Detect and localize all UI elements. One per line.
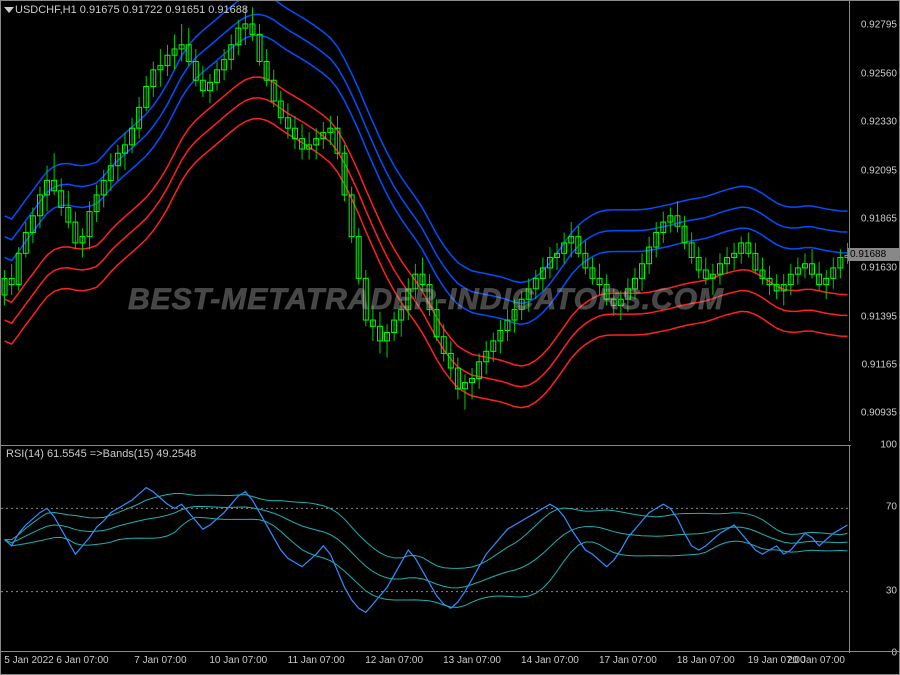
x-tick-label: 5 Jan 2022 xyxy=(4,655,54,666)
y-tick-label: 0.92795 xyxy=(861,19,897,30)
y-tick-label: 0.92330 xyxy=(861,116,897,127)
x-tick-label: 14 Jan 07:00 xyxy=(521,655,579,666)
x-tick-label: 17 Jan 07:00 xyxy=(599,655,657,666)
x-tick-label: 7 Jan 07:00 xyxy=(134,655,186,666)
dropdown-triangle-icon[interactable] xyxy=(4,7,14,13)
y-tick-label: 0.92095 xyxy=(861,165,897,176)
x-tick-label: 12 Jan 07:00 xyxy=(365,655,423,666)
chart-title: USDCHF,H1 0.91675 0.91722 0.91651 0.9168… xyxy=(15,4,248,16)
sub-y-axis: 10070300 xyxy=(849,445,899,653)
x-tick-label: 10 Jan 07:00 xyxy=(209,655,267,666)
x-tick-label: 20 Jan 07:00 xyxy=(787,655,845,666)
y-tick-label: 0.91395 xyxy=(861,311,897,322)
y-tick-label: 0.91865 xyxy=(861,213,897,224)
chart-container: USDCHF,H1 0.91675 0.91722 0.91651 0.9168… xyxy=(0,0,900,675)
indicator-title: RSI(14) 61.5545 =>Bands(15) 49.2548 xyxy=(6,448,196,460)
y-tick-label: 0.91165 xyxy=(862,359,897,370)
x-axis: 5 Jan 20226 Jan 07:00 7 Jan 07:00 10 Jan 0… xyxy=(1,651,900,674)
symbol-label: USDCHF,H1 xyxy=(15,4,77,16)
sub-y-tick-label: 30 xyxy=(886,585,897,596)
ohlc-label: 0.91675 0.91722 0.91651 0.91688 xyxy=(80,4,248,16)
main-y-axis: 0.92795 0.92560 0.92330 0.92095 0.91865 0.916… xyxy=(849,1,899,441)
sub-y-tick-label: 70 xyxy=(886,502,897,513)
y-tick-label: 0.91630 xyxy=(861,262,897,273)
x-tick-label: 11 Jan 07:00 xyxy=(288,655,345,666)
rsi-indicator-chart[interactable] xyxy=(1,445,851,654)
current-price-tag: 0.91688 xyxy=(848,248,899,261)
x-tick-label: 6 Jan 07:00 xyxy=(56,655,108,666)
x-tick-label: 13 Jan 07:00 xyxy=(443,655,501,666)
sub-y-tick-label: 100 xyxy=(880,440,897,451)
x-tick-label: 18 Jan 07:00 xyxy=(677,655,735,666)
main-price-chart[interactable] xyxy=(1,1,851,441)
y-tick-label: 0.92560 xyxy=(861,68,897,79)
y-tick-label: 0.90935 xyxy=(861,407,897,418)
